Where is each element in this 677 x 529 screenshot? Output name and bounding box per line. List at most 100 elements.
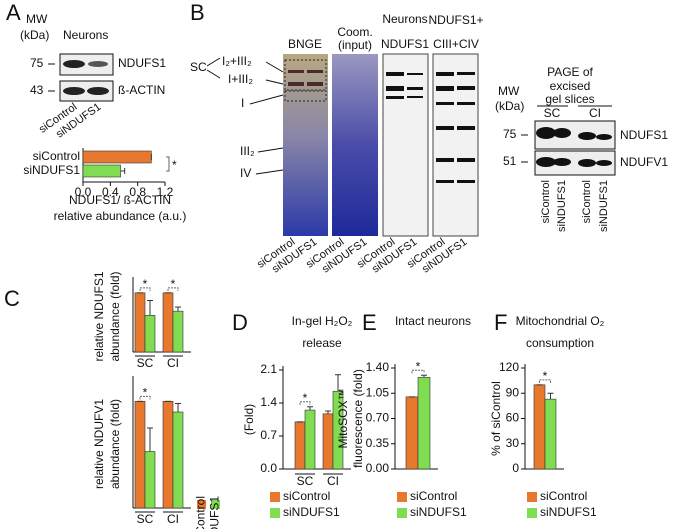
bar [134, 401, 146, 509]
sig-star: * [143, 386, 148, 400]
y-axis-label: fluorescence (fold) [351, 369, 365, 468]
legend-swatch [211, 500, 220, 509]
legend-label: siNDUFS1 [540, 505, 597, 519]
x-axis-label: relative abundance (a.u.) [54, 209, 187, 223]
legend-swatch [197, 500, 206, 509]
y-axis-label: abundance (fold) [108, 271, 122, 361]
marker: 51 [503, 154, 517, 168]
mw-label: MW [498, 84, 520, 98]
gel-label: CIII+CIV [433, 37, 479, 51]
y-tick-label: 0.00 [366, 461, 390, 475]
y-axis-label: relative NDUFS1 [92, 271, 106, 361]
chart-title: In-gel H₂O₂ [292, 314, 353, 328]
y-tick-label: 0 [512, 461, 519, 475]
y-axis-label: MitoSOX™ [336, 388, 350, 448]
marker: 43 [30, 83, 44, 97]
legend-label: siNDUFS1 [410, 505, 467, 519]
slice-box [284, 59, 327, 91]
sig-bracket [139, 287, 151, 291]
page-title: excised [550, 79, 591, 93]
band-label: NDUFV1 [620, 155, 668, 169]
gel [283, 54, 328, 236]
legend-label: siControl [283, 489, 330, 503]
category-label: SC [137, 512, 154, 526]
y-tick-label: 0.35 [366, 436, 390, 450]
complex-label: IV [240, 166, 251, 180]
marker: 75 [30, 56, 44, 70]
legend-swatch [397, 492, 407, 502]
y-tick-label: 2.1 [260, 362, 277, 376]
lane-label: siControl [540, 180, 552, 223]
band-label: NDUFS1 [620, 128, 668, 142]
y-tick-label: 90 [506, 385, 520, 399]
gel-label: (input) [338, 38, 372, 52]
sig-bracket [139, 395, 151, 400]
bar [162, 401, 174, 509]
band [87, 87, 109, 95]
bar [405, 396, 419, 470]
y-tick-label: 0.7 [260, 428, 277, 442]
panel-label: E [362, 310, 377, 335]
complex-label: I [241, 96, 244, 110]
lane-label: siNDUFS1 [598, 180, 610, 232]
bar [162, 292, 174, 353]
complex-label: I+III₂ [228, 72, 253, 86]
x-tick-label: 0.4 [102, 185, 119, 199]
sig-star: * [143, 277, 148, 291]
panel-label: C [4, 286, 20, 311]
sig-bracket [539, 379, 551, 383]
gel [332, 54, 378, 236]
band [63, 60, 85, 68]
legend-swatch [527, 508, 537, 518]
chart-title: Intact neurons [395, 314, 471, 328]
y-axis-label: relative NDUFV1 [92, 399, 106, 489]
blot [59, 80, 114, 102]
y-tick-label: 0.0 [260, 461, 277, 475]
x-tick-label: 1.2 [157, 185, 174, 199]
mw-unit: (kDa) [20, 28, 49, 42]
sig-star: * [303, 391, 308, 405]
lane-label: siControl [581, 180, 593, 223]
panel-label: D [232, 310, 248, 335]
mw-unit: (kDa) [495, 99, 524, 113]
y-tick-label: 1.4 [260, 395, 277, 409]
bar [533, 384, 546, 470]
blot [59, 53, 114, 76]
sig-bracket [411, 369, 425, 374]
category-label: siNDUFS1 [23, 163, 80, 177]
mw-label: MW [26, 12, 48, 26]
marker: 75 [503, 127, 517, 141]
bar [172, 411, 184, 509]
panel-label: F [494, 310, 507, 335]
category-label: CI [167, 512, 179, 526]
complex-label: III₂ [240, 144, 255, 158]
bar [82, 164, 121, 178]
gel [432, 53, 479, 237]
sig-bracket [167, 287, 179, 291]
gel-label: BNGE [288, 37, 322, 51]
legend-swatch [527, 492, 537, 502]
gel-label: NDUFS1+ [428, 13, 483, 27]
page-title: PAGE of [547, 65, 593, 79]
sig-bracket [166, 156, 170, 172]
blot-title: Neurons [63, 28, 108, 42]
sig-star: * [172, 158, 177, 172]
sig-bracket [299, 401, 311, 405]
bar [544, 398, 557, 470]
bar [322, 413, 334, 470]
complex-label: SC [190, 60, 207, 74]
bar [417, 377, 431, 470]
sig-star: * [416, 359, 421, 373]
legend-swatch [270, 492, 280, 502]
bar [294, 421, 306, 470]
category-label: SC [137, 356, 154, 370]
y-tick-label: 120 [499, 360, 519, 374]
blot-bands [386, 72, 475, 183]
bar [304, 409, 316, 470]
gel [382, 53, 429, 237]
chart-title: Mitochondrial O₂ [516, 314, 605, 328]
sig-star: * [171, 277, 176, 291]
panel-label: B [190, 0, 205, 25]
legend-label: siControl [410, 489, 457, 503]
